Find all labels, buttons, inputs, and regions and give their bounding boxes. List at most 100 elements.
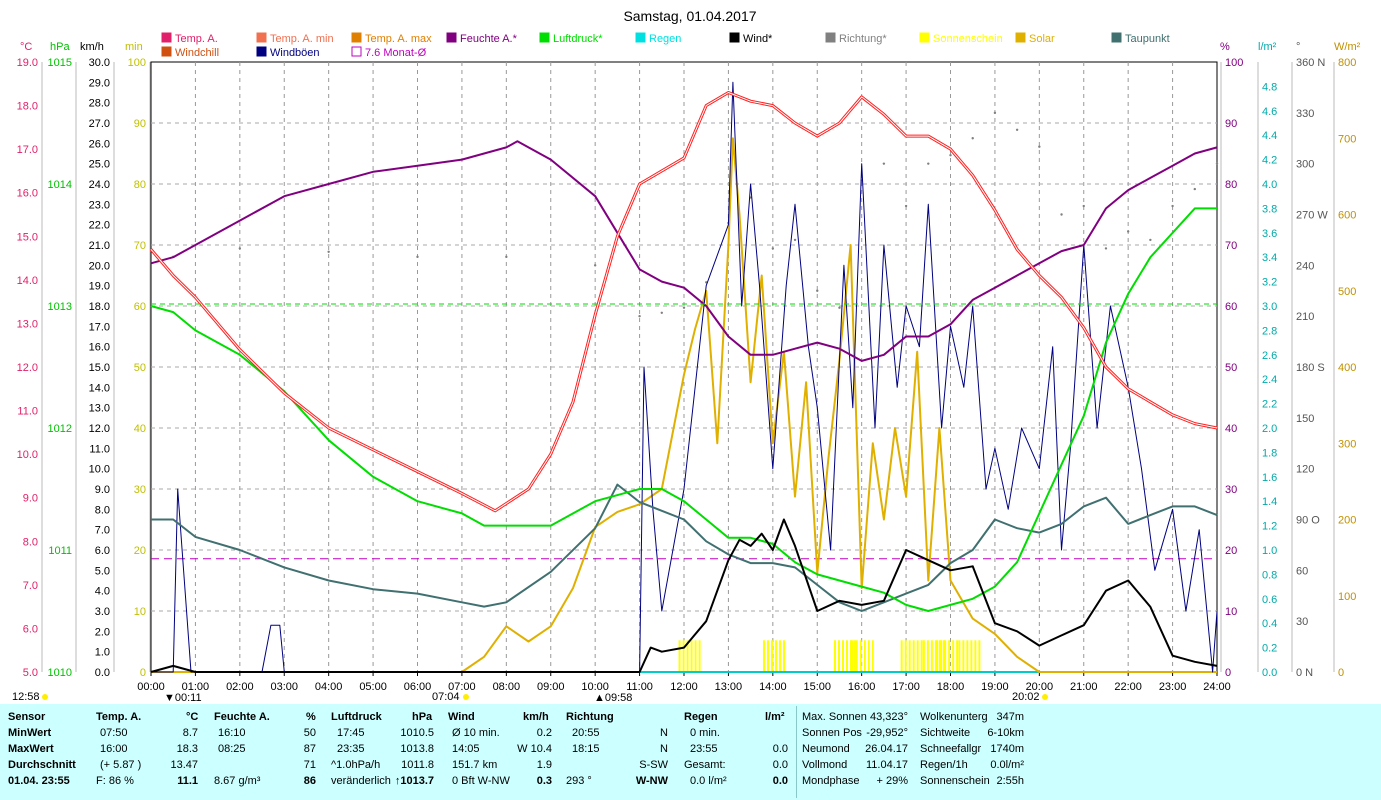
rain-a-label: 0 min. <box>690 727 720 739</box>
direction-point <box>660 311 663 314</box>
direction-point <box>1038 145 1041 148</box>
y-tick-label-direction: 210 <box>1296 311 1314 323</box>
y-tick-label-humidity: 90 <box>1225 118 1237 130</box>
legend-swatch <box>351 46 362 57</box>
y-tick-label-solar: 100 <box>1338 591 1356 603</box>
direction-point <box>682 306 686 309</box>
x-tick-label: 07:00 <box>448 681 476 693</box>
rain-b: 0.0 <box>772 743 788 755</box>
y-tick-label-wind: 12.0 <box>89 423 110 435</box>
y-tick-label-wind: 29.0 <box>89 77 110 89</box>
x-tick-label: 08:00 <box>493 681 521 693</box>
legend-swatch <box>919 32 930 43</box>
y-tick-label-rain: 1.6 <box>1262 472 1277 484</box>
series-taupunkt <box>151 483 1218 612</box>
direction-point <box>904 204 908 208</box>
x-tick-label: 10:00 <box>581 681 609 693</box>
x-tick-label: 16:00 <box>848 681 876 693</box>
direction-point <box>1171 204 1174 208</box>
y-tick-label-direction: 30 <box>1296 616 1308 628</box>
x-tick-label: 03:00 <box>270 681 298 693</box>
press-min-time: 17:45 <box>337 727 365 739</box>
astro-value-0: 43,323° <box>869 711 908 723</box>
y-tick-label-rain: 4.4 <box>1262 130 1277 142</box>
y-tick-label-wind: 0.0 <box>95 667 110 679</box>
misc-value-0: 347m <box>996 711 1024 723</box>
y-tick-label-temp: 18.0 <box>17 101 38 113</box>
temp-avg: 13.47 <box>170 759 198 771</box>
rain-c: 0.0 <box>772 759 788 771</box>
direction-point <box>1149 238 1152 242</box>
legend-label: 7.6 Monat-Ø <box>365 47 427 59</box>
y-tick-label-temp: 11.0 <box>17 406 38 418</box>
header-wind-unit: km/h <box>523 711 549 723</box>
legend-swatch <box>256 32 267 43</box>
y-tick-label-temp: 8.0 <box>23 536 38 548</box>
y-tick-label-wind: 4.0 <box>95 586 110 598</box>
series-feuchte-a- <box>150 140 1218 362</box>
series-luftdruck- <box>150 207 1217 612</box>
row-current-label: 01.04. 23:55 <box>8 775 70 787</box>
legend-swatch <box>825 32 836 43</box>
y-tick-label-rain: 0.4 <box>1262 618 1277 630</box>
astro-label-0: Max. Sonnen <box>802 711 867 723</box>
misc-label-2: Schneefallgr <box>920 743 982 755</box>
dir-d-label: 293 ° <box>566 775 592 787</box>
row-min-label: MinWert <box>8 727 52 739</box>
rain-c-label: Gesamt: <box>684 759 726 771</box>
direction-point <box>416 255 419 259</box>
y-tick-label-wind: 27.0 <box>89 118 110 130</box>
x-tick-label: 17:00 <box>892 681 920 693</box>
sun-markers: 12:58 ▼00:11 07:04 ▲09:58 20:02 <box>12 691 1048 704</box>
y-tick-label-direction: 180 S <box>1296 362 1325 374</box>
series-wind- <box>150 518 1218 673</box>
y-tick-label-wind: 15.0 <box>89 362 110 374</box>
y-tick-label-rain: 2.6 <box>1262 350 1277 362</box>
y-tick-label-humidity: 10 <box>1225 606 1237 618</box>
wind-a: 0.2 <box>536 727 552 739</box>
y-tick-label-pressure: 1015 <box>48 57 72 69</box>
legend-label: Windböen <box>270 47 320 59</box>
wind-c-label: 151.7 km <box>452 759 498 771</box>
y-tick-label-humidity: 30 <box>1225 484 1237 496</box>
legend-label: Wind* <box>743 33 773 45</box>
direction-point <box>638 314 641 318</box>
x-tick-label: 09:00 <box>537 681 565 693</box>
y-tick-label-sun_min: 80 <box>134 179 146 191</box>
y-tick-label-rain: 4.8 <box>1262 81 1277 93</box>
temp-max-time: 16:00 <box>100 743 128 755</box>
astro-label-1: Sonnen Pos <box>802 727 862 739</box>
unit-label-pressure: hPa <box>50 41 70 53</box>
weather-chart: Samstag, 01.04.2017 Temp. A.WindchillTem… <box>12 8 1361 704</box>
series-temp-a- <box>150 92 1218 512</box>
marker-start: ▼00:11 <box>164 692 202 704</box>
legend-swatch <box>161 46 172 57</box>
unit-label-rain: l/m² <box>1258 41 1277 53</box>
direction-point <box>927 162 930 165</box>
direction-point <box>1193 187 1196 191</box>
direction-point <box>949 153 952 157</box>
y-tick-label-direction: 90 O <box>1296 515 1320 527</box>
misc-label-4: Sonnenschein <box>920 775 990 787</box>
hum-avg: 71 <box>303 759 316 771</box>
y-tick-label-sun_min: 40 <box>134 423 146 435</box>
dir-c: S-SW <box>639 759 668 771</box>
y-tick-label-temp: 14.0 <box>17 275 38 287</box>
astro-value-2: 26.04.17 <box>865 743 908 755</box>
legend-label: Temp. A. <box>175 33 218 45</box>
temp-min-time: 07:50 <box>100 727 128 739</box>
y-tick-label-wind: 10.0 <box>89 464 110 476</box>
header-hum: Feuchte A. <box>214 711 270 723</box>
header-hum-unit: % <box>306 711 316 723</box>
legend: Temp. A. Windchill Temp. A. min Windböen Tem… <box>161 32 1170 59</box>
x-tick-label: 06:00 <box>404 681 432 693</box>
hum-max: 87 <box>303 743 316 755</box>
astro-label-4: Mondphase <box>802 775 860 787</box>
header-temp: Temp. A. <box>96 711 142 723</box>
hum-min: 50 <box>303 727 316 739</box>
misc-value-3: 0.0l/m² <box>990 759 1024 771</box>
legend-label: Regen <box>649 33 681 45</box>
legend-label: Temp. A. max <box>365 33 432 45</box>
legend-swatch <box>539 32 550 43</box>
y-tick-label-wind: 22.0 <box>89 220 110 232</box>
